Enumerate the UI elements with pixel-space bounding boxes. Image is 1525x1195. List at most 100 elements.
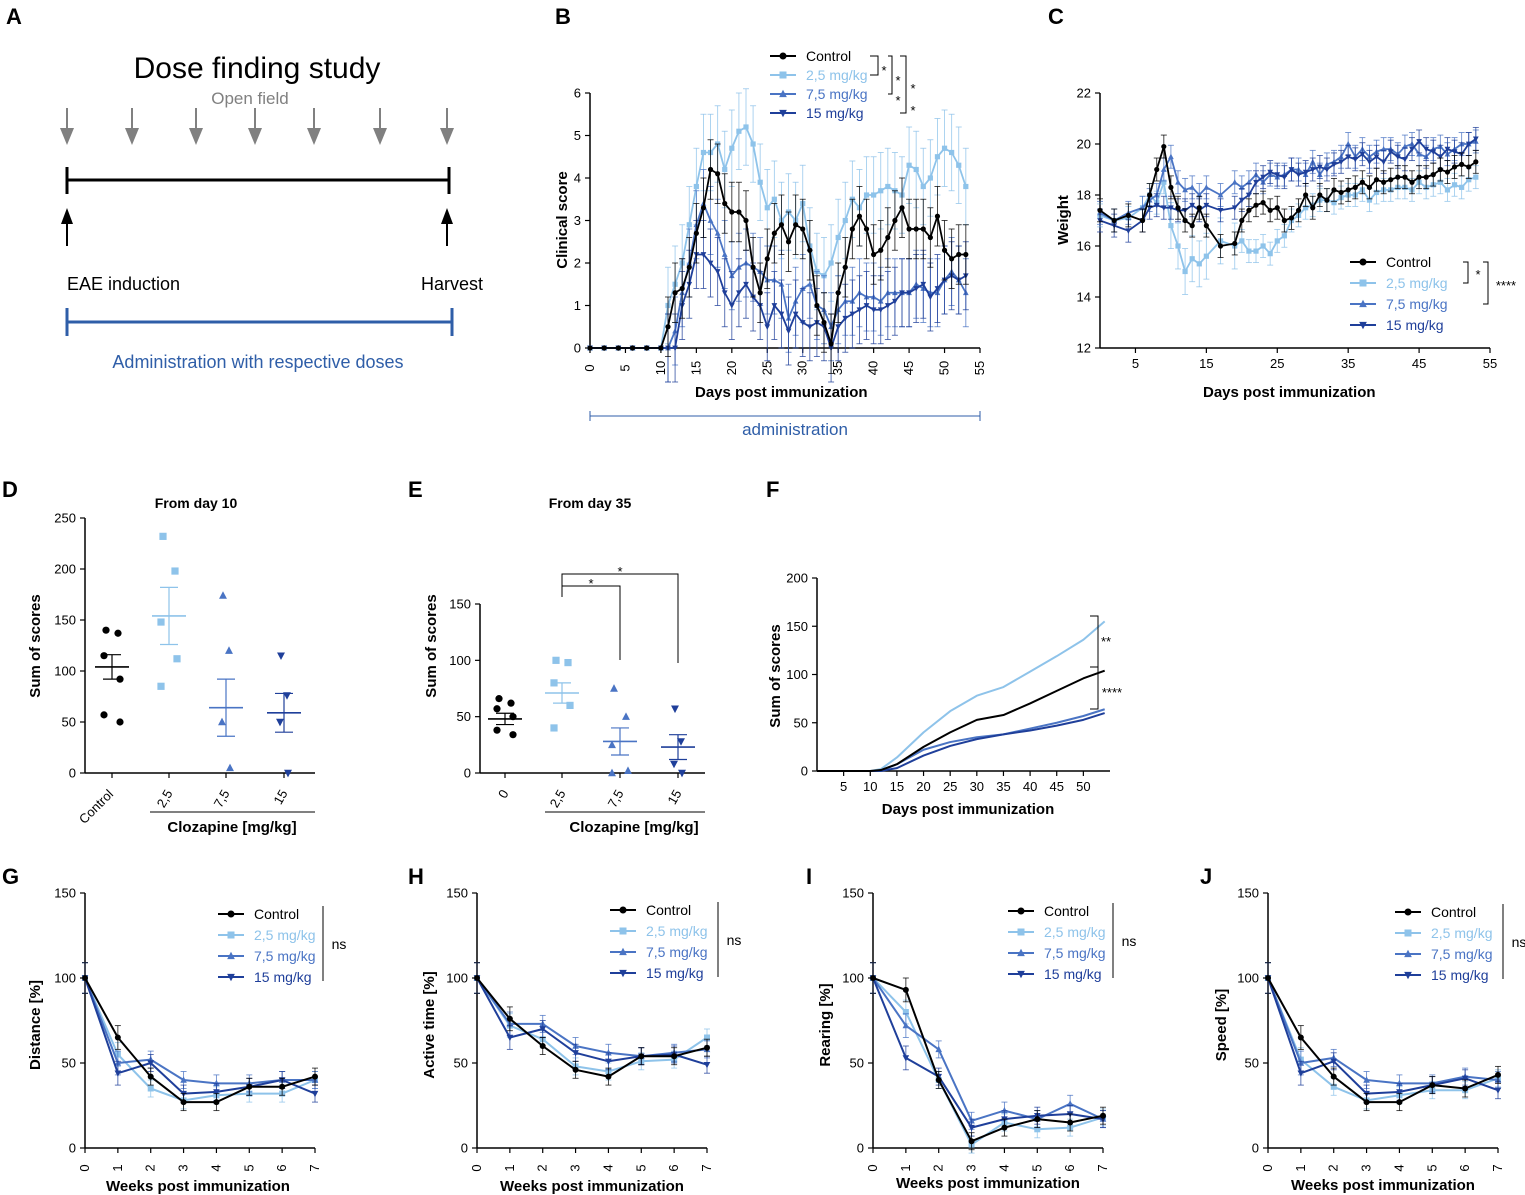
data-point xyxy=(1402,174,1408,180)
data-point xyxy=(1310,205,1316,211)
y-tick-label: 150 xyxy=(446,886,468,901)
data-point xyxy=(587,345,593,351)
data-point xyxy=(1295,172,1302,178)
series-d25 xyxy=(817,620,1106,772)
data-point xyxy=(906,290,912,296)
series-line xyxy=(1267,977,1499,1102)
data-point xyxy=(615,345,621,351)
data-point xyxy=(799,320,806,326)
data-point xyxy=(1274,205,1280,211)
significance-bracket xyxy=(900,55,907,114)
data-point xyxy=(1352,184,1358,190)
data-point xyxy=(1274,238,1280,244)
y-tick-label: 200 xyxy=(786,571,808,586)
series-line xyxy=(476,977,708,1078)
series-line xyxy=(817,620,1106,772)
x-tick-label: 7 xyxy=(699,1164,714,1171)
data-point xyxy=(693,230,699,236)
panel-label-j: J xyxy=(1200,864,1212,889)
y-tick-label: 100 xyxy=(54,664,76,679)
data-point xyxy=(677,738,685,746)
data-point xyxy=(507,699,515,707)
x-tick-label: 2 xyxy=(931,1164,946,1171)
data-point xyxy=(1153,202,1160,209)
x-tick-label: 40 xyxy=(866,361,881,375)
data-point xyxy=(1182,268,1188,275)
y-tick-label: 150 xyxy=(1237,886,1259,901)
significance-bracket xyxy=(1090,666,1099,710)
y-tick-label: 50 xyxy=(457,709,471,724)
data-point xyxy=(1034,1126,1041,1133)
data-point xyxy=(1288,167,1295,173)
legend-marker xyxy=(1404,929,1412,937)
x-tick-label: 5 xyxy=(241,1164,256,1171)
data-point xyxy=(114,629,122,637)
legend-marker xyxy=(1017,970,1025,979)
data-point xyxy=(757,179,763,185)
data-point xyxy=(1444,146,1451,153)
x-tick-label: 55 xyxy=(972,361,987,375)
y-tick-label: 150 xyxy=(449,597,471,612)
data-point xyxy=(849,311,856,318)
data-point xyxy=(283,692,291,700)
data-point xyxy=(1196,261,1202,267)
data-point xyxy=(1253,248,1259,254)
data-point xyxy=(703,1062,711,1069)
data-point xyxy=(1267,207,1273,213)
data-point xyxy=(729,145,735,151)
data-point xyxy=(539,1043,546,1049)
sig-star: * xyxy=(881,63,886,78)
data-point xyxy=(1330,1058,1338,1065)
arrow-head xyxy=(373,128,387,145)
data-point xyxy=(629,345,636,351)
data-point xyxy=(728,303,735,309)
legend-i: Control 2,5 mg/kg 7,5 mg/kg 15 mg/kg xyxy=(1008,903,1105,982)
data-point xyxy=(1303,205,1309,211)
x-tick-label: 1 xyxy=(1293,1164,1308,1171)
data-point xyxy=(1066,1100,1074,1107)
data-point xyxy=(1461,1075,1469,1082)
legend-d15: 15 mg/kg xyxy=(1386,317,1444,333)
data-point xyxy=(778,222,785,228)
data-point xyxy=(671,1053,678,1060)
data-point xyxy=(764,256,770,262)
data-point xyxy=(849,226,855,232)
data-point xyxy=(1423,146,1430,153)
data-point xyxy=(1373,189,1380,196)
x-tick-label: 15 xyxy=(688,361,703,375)
series-control xyxy=(1265,962,1501,1112)
data-point xyxy=(1437,166,1443,173)
data-point xyxy=(721,251,728,257)
data-point xyxy=(963,183,969,190)
series-line xyxy=(84,977,316,1102)
arrow-head xyxy=(440,128,454,145)
data-point xyxy=(902,1055,910,1062)
data-point xyxy=(885,234,891,241)
legend-d15: 15 mg/kg xyxy=(1044,966,1102,982)
data-point xyxy=(1168,184,1174,190)
panel-label-d: D xyxy=(2,477,18,502)
x-tick-label: 30 xyxy=(795,361,810,375)
panel-i-axes: 0 50 100 150 0 1 2 3 4 5 6 7 ns xyxy=(842,886,1136,1172)
legend-d75: 7,5 mg/kg xyxy=(1431,946,1492,962)
significance-bracket xyxy=(1483,261,1489,305)
data-point xyxy=(1001,1124,1008,1131)
legend-marker xyxy=(619,906,627,914)
data-point xyxy=(506,1015,513,1022)
x-tick-label: 50 xyxy=(1076,779,1090,794)
data-point xyxy=(920,226,926,232)
data-point xyxy=(892,298,898,305)
x-tick-label: 5 xyxy=(617,364,632,371)
data-point xyxy=(743,124,749,130)
group-control xyxy=(95,626,129,726)
x-tick-label: 3 xyxy=(964,1164,979,1171)
data-point xyxy=(1267,251,1273,257)
significance-bracket xyxy=(561,585,621,660)
h-ylabel: Active time [%] xyxy=(421,971,438,1079)
data-point xyxy=(173,655,181,663)
ns-label: ns xyxy=(1122,933,1137,949)
x-tick-label: 7,5 xyxy=(605,787,627,810)
panel-label-a: A xyxy=(6,4,22,29)
